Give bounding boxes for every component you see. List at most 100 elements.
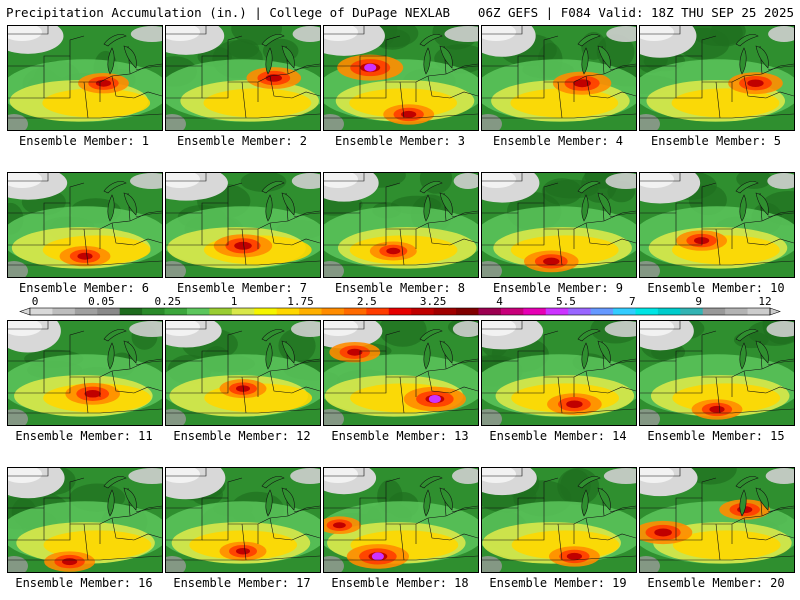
color-scale-graphic: 0 0.05 0.25 1 1.75 2.5 3.25 4 5.5 7 9 12 — [19, 296, 781, 316]
ensemble-member-map — [323, 320, 479, 426]
ensemble-member-map — [165, 467, 321, 573]
precip-map-graphic — [324, 26, 478, 130]
colorbar-swatch — [680, 308, 704, 315]
colorbar-swatch — [613, 308, 636, 315]
ensemble-member-label: Ensemble Member: 16 — [15, 576, 153, 590]
ensemble-member-label: Ensemble Member: 10 — [647, 281, 785, 295]
colorbar-swatch — [500, 308, 524, 315]
colorbar-tick-label: 1 — [231, 296, 238, 308]
colorbar-swatch — [321, 308, 345, 315]
colorbar-swatch — [164, 308, 188, 315]
colorbar-tick-label: 1.75 — [287, 296, 314, 308]
colorbar-left-arrow — [19, 307, 31, 316]
colorbar-swatch — [411, 308, 435, 315]
precip-map-graphic — [166, 321, 320, 425]
colorbar-tick-label: 0.05 — [88, 296, 115, 308]
colorbar-tick-label: 2.5 — [357, 296, 377, 308]
colorbar-swatch — [97, 308, 121, 315]
ensemble-member-map — [165, 172, 321, 278]
colorbar-swatch — [433, 308, 457, 315]
ensemble-member-map — [481, 25, 637, 131]
ensemble-member-map — [165, 320, 321, 426]
ensemble-member-map — [481, 172, 637, 278]
ensemble-member-map — [639, 172, 795, 278]
precip-map-graphic — [166, 468, 320, 572]
ensemble-member-label: Ensemble Member: 2 — [176, 134, 308, 148]
ensemble-member-label: Ensemble Member: 7 — [176, 281, 308, 295]
ensemble-member-map — [7, 467, 163, 573]
colorbar-tick-label: 12 — [758, 296, 771, 308]
colorbar-swatch — [30, 308, 53, 315]
colorbar-swatch — [254, 308, 278, 315]
ensemble-member-map — [7, 320, 163, 426]
ensemble-member-label: Ensemble Member: 8 — [334, 281, 466, 295]
precip-map-graphic — [8, 468, 162, 572]
ensemble-member-map — [481, 467, 637, 573]
ensemble-member-label: Ensemble Member: 18 — [331, 576, 469, 590]
ensemble-member-label: Ensemble Member: 20 — [647, 576, 785, 590]
ensemble-member-label: Ensemble Member: 15 — [647, 429, 785, 443]
colorbar-swatch — [657, 308, 681, 315]
ensemble-member-label: Ensemble Member: 12 — [173, 429, 311, 443]
colorbar-swatch — [456, 308, 479, 315]
precip-map-graphic — [640, 468, 794, 572]
ensemble-member-map — [165, 25, 321, 131]
ensemble-member-map — [639, 25, 795, 131]
precip-map-graphic — [8, 26, 162, 130]
header-run-info: 06Z GEFS | F084 Valid: 18Z THU SEP 25 20… — [477, 5, 794, 20]
colorbar-swatch — [388, 308, 412, 315]
colorbar-swatch — [702, 308, 726, 315]
colorbar-tick-label: 9 — [695, 296, 702, 308]
ensemble-member-label: Ensemble Member: 5 — [650, 134, 782, 148]
header-title: Precipitation Accumulation (in.) | Colle… — [6, 5, 451, 20]
colorbar-swatch — [343, 308, 367, 315]
colorbar-swatch — [74, 308, 98, 315]
precip-map-graphic — [640, 26, 794, 130]
precip-map-graphic — [8, 321, 162, 425]
ensemble-member-label: Ensemble Member: 14 — [489, 429, 627, 443]
precip-map-graphic — [324, 173, 478, 277]
colorbar-tick-label: 4 — [496, 296, 503, 308]
precip-map-graphic — [482, 321, 636, 425]
colorbar-swatch — [52, 308, 76, 315]
colorbar-swatch — [478, 308, 502, 315]
precip-map-graphic — [640, 321, 794, 425]
colorbar-swatch — [142, 308, 166, 315]
ensemble-member-label: Ensemble Member: 9 — [492, 281, 624, 295]
ensemble-member-label: Ensemble Member: 1 — [18, 134, 150, 148]
colorbar-swatch — [299, 308, 323, 315]
colorbar-swatch — [186, 308, 210, 315]
ensemble-member-map — [323, 25, 479, 131]
ensemble-member-label: Ensemble Member: 13 — [331, 429, 469, 443]
colorbar-swatch — [276, 308, 300, 315]
colorbar-tick-label: 5.5 — [556, 296, 576, 308]
precip-map-graphic — [8, 173, 162, 277]
colorbar-swatch — [366, 308, 390, 315]
colorbar-tick-label: 7 — [629, 296, 636, 308]
precip-map-graphic — [166, 173, 320, 277]
colorbar-swatch — [568, 308, 592, 315]
color-scale-bar: 0 0.05 0.25 1 1.75 2.5 3.25 4 5.5 7 9 12 — [0, 296, 800, 318]
ensemble-member-map — [323, 467, 479, 573]
ensemble-member-map — [639, 320, 795, 426]
precip-map-graphic — [482, 173, 636, 277]
ensemble-member-label: Ensemble Member: 19 — [489, 576, 627, 590]
precip-map-graphic — [324, 468, 478, 572]
ensemble-member-label: Ensemble Member: 4 — [492, 134, 624, 148]
colorbar-tick-label: 0.25 — [154, 296, 181, 308]
ensemble-member-map — [7, 25, 163, 131]
colorbar-swatch — [725, 308, 749, 315]
colorbar-tick-label: 0 — [32, 296, 39, 308]
ensemble-member-map — [639, 467, 795, 573]
colorbar-swatch — [209, 308, 233, 315]
ensemble-member-label: Ensemble Member: 17 — [173, 576, 311, 590]
ensemble-member-map — [7, 172, 163, 278]
ensemble-member-label: Ensemble Member: 6 — [18, 281, 150, 295]
colorbar-swatch — [523, 308, 547, 315]
colorbar-swatch — [747, 308, 771, 315]
colorbar-tick-label: 3.25 — [420, 296, 447, 308]
precip-map-graphic — [166, 26, 320, 130]
colorbar-swatch — [119, 308, 143, 315]
ensemble-member-label: Ensemble Member: 11 — [15, 429, 153, 443]
precip-map-graphic — [640, 173, 794, 277]
